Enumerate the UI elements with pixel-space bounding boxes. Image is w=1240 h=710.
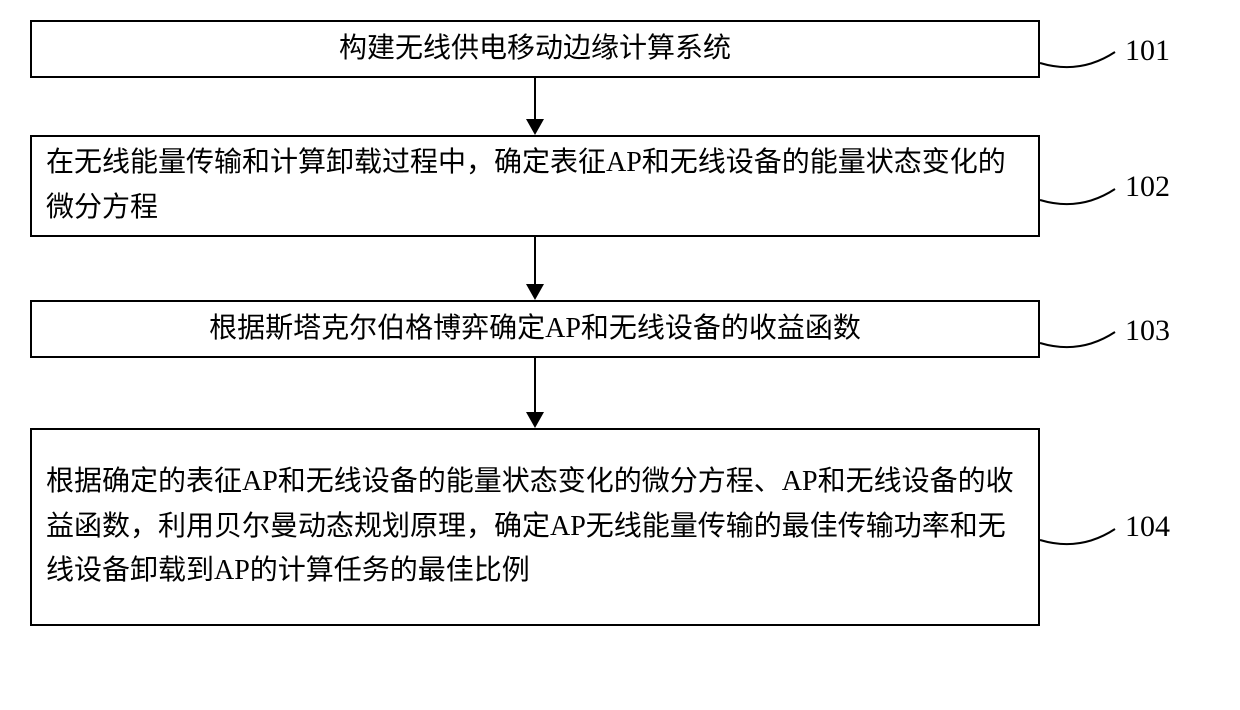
lead-line-103 [1038,330,1117,357]
lead-line-104 [1038,527,1117,554]
step-number-103: 103 [1125,314,1170,348]
arrow-head-icon [526,119,544,135]
step-text: 在无线能量传输和计算卸载过程中，确定表征AP和无线设备的能量状态变化的微分方程 [46,141,1024,231]
step-number-104: 104 [1125,510,1170,544]
arrow-shaft [534,358,536,412]
step-text: 根据斯塔克尔伯格博弈确定AP和无线设备的收益函数 [209,307,861,352]
arrow-shaft [534,78,536,119]
step-text: 构建无线供电移动边缘计算系统 [339,27,731,72]
step-number-101: 101 [1125,34,1170,68]
arrow-head-icon [526,284,544,300]
step-box-102: 在无线能量传输和计算卸载过程中，确定表征AP和无线设备的能量状态变化的微分方程 [30,135,1040,237]
lead-line-101 [1038,50,1117,77]
arrow-head-icon [526,412,544,428]
step-number-102: 102 [1125,170,1170,204]
step-box-101: 构建无线供电移动边缘计算系统 [30,20,1040,78]
lead-line-102 [1038,187,1117,214]
arrow-shaft [534,237,536,284]
step-box-104: 根据确定的表征AP和无线设备的能量状态变化的微分方程、AP和无线设备的收益函数，… [30,428,1040,626]
flowchart-canvas: 构建无线供电移动边缘计算系统 101 在无线能量传输和计算卸载过程中，确定表征AP和… [0,0,1240,710]
step-box-103: 根据斯塔克尔伯格博弈确定AP和无线设备的收益函数 [30,300,1040,358]
step-text: 根据确定的表征AP和无线设备的能量状态变化的微分方程、AP和无线设备的收益函数，… [46,460,1024,594]
